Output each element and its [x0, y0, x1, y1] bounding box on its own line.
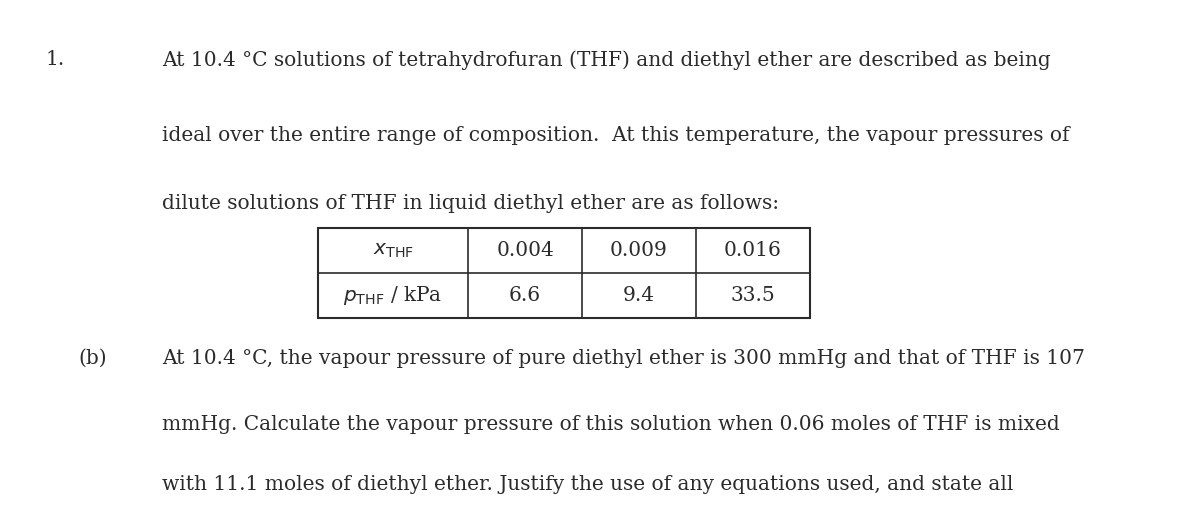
- Text: $p_{\mathrm{THF}}$ / kPa: $p_{\mathrm{THF}}$ / kPa: [343, 284, 443, 307]
- Text: 0.004: 0.004: [496, 241, 554, 260]
- Text: At 10.4 °C solutions of tetrahydrofuran (THF) and diethyl ether are described as: At 10.4 °C solutions of tetrahydrofuran …: [162, 50, 1051, 69]
- Text: mmHg. Calculate the vapour pressure of this solution when 0.06 moles of THF is m: mmHg. Calculate the vapour pressure of t…: [162, 415, 1060, 434]
- Text: ideal over the entire range of composition.  At this temperature, the vapour pre: ideal over the entire range of compositi…: [162, 126, 1069, 145]
- Text: 1.: 1.: [46, 50, 65, 69]
- Text: At 10.4 °C, the vapour pressure of pure diethyl ether is 300 mmHg and that of TH: At 10.4 °C, the vapour pressure of pure …: [162, 349, 1085, 368]
- Text: 6.6: 6.6: [509, 286, 541, 305]
- Text: (b): (b): [78, 349, 107, 368]
- Text: with 11.1 moles of diethyl ether. Justify the use of any equations used, and sta: with 11.1 moles of diethyl ether. Justif…: [162, 475, 1013, 494]
- Text: dilute solutions of THF in liquid diethyl ether are as follows:: dilute solutions of THF in liquid diethy…: [162, 194, 779, 213]
- Text: 33.5: 33.5: [731, 286, 775, 305]
- Text: 9.4: 9.4: [623, 286, 655, 305]
- Bar: [318, 228, 810, 318]
- Text: 0.016: 0.016: [724, 241, 782, 260]
- Text: 0.009: 0.009: [610, 241, 668, 260]
- Text: $x_{\mathrm{THF}}$: $x_{\mathrm{THF}}$: [372, 241, 414, 260]
